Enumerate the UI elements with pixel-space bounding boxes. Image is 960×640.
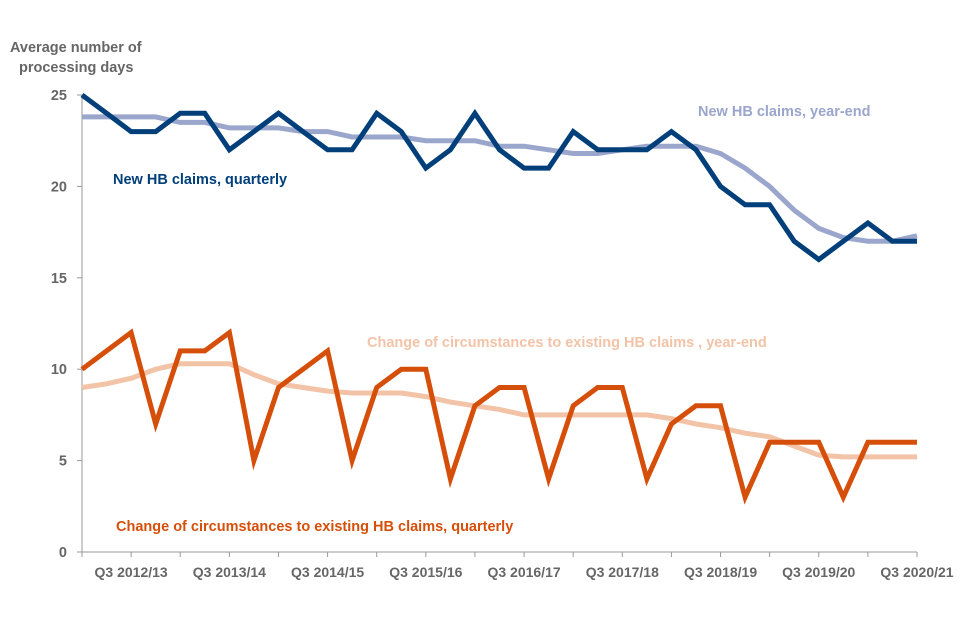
series-line-0 xyxy=(80,92,917,263)
series-label-1: New HB claims, year-end xyxy=(698,104,870,120)
tick-labels: 0 5 10 15 20 25 Q3 2012/13 Q3 2013/14 Q3 2014/15… xyxy=(51,88,954,580)
y-tick-label: 20 xyxy=(51,179,67,195)
y-tick-label: 10 xyxy=(51,362,67,378)
y-tick-label: 25 xyxy=(51,88,67,104)
x-tick-label: Q3 2016/17 xyxy=(487,564,560,580)
x-tick-label: Q3 2014/15 xyxy=(291,564,364,580)
x-tick-label: Q3 2013/14 xyxy=(193,564,266,580)
series-lines xyxy=(80,92,918,505)
x-tick-label: Q3 2015/16 xyxy=(389,564,462,580)
x-tick-label: Q3 2012/13 xyxy=(95,564,168,580)
y-tick-label: 5 xyxy=(59,454,67,470)
series-line-2 xyxy=(80,328,917,505)
axes xyxy=(81,95,917,553)
y-tick-label: 0 xyxy=(59,545,67,561)
y-axis-title-line-1: Average number of xyxy=(10,40,142,56)
x-tick-label: Q3 2018/19 xyxy=(684,564,757,580)
series-labels: New HB claims, quarterly New HB claims, y… xyxy=(113,104,870,535)
x-tick-label: Q3 2019/20 xyxy=(782,564,855,580)
series-label-3: Change of circumstances to existing HB c… xyxy=(367,335,767,351)
series-label-2: Change of circumstances to existing HB c… xyxy=(116,519,513,535)
y-tick-label: 15 xyxy=(51,271,67,287)
x-tick-label: Q3 2017/18 xyxy=(586,564,659,580)
series-label-0: New HB claims, quarterly xyxy=(113,172,287,188)
x-tick-label: Q3 2020/21 xyxy=(880,564,953,580)
y-axis-title-line-2: processing days xyxy=(19,60,133,76)
